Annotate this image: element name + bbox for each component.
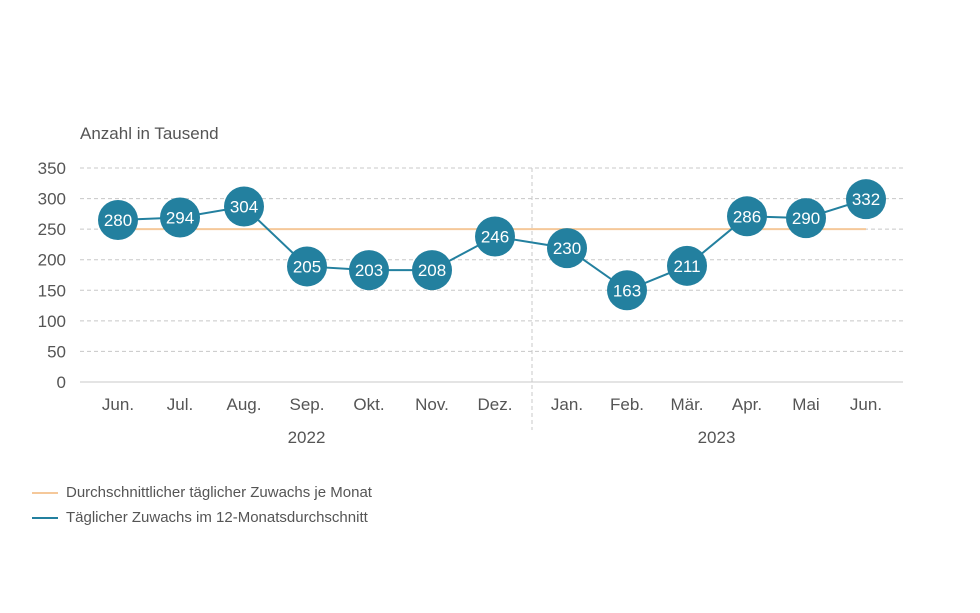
x-tick-label: Nov. [415, 395, 449, 414]
data-label: 230 [553, 239, 581, 258]
data-point [287, 246, 327, 287]
legend-item-average: Durchschnittlicher täglicher Zuwachs je … [32, 484, 372, 501]
data-point [475, 216, 515, 257]
y-tick-label: 350 [38, 159, 66, 178]
data-point [786, 198, 826, 239]
data-point [160, 197, 200, 238]
x-tick-label: Jun. [102, 395, 134, 414]
legend-label-average: Durchschnittlicher täglicher Zuwachs je … [66, 484, 372, 501]
data-label: 163 [613, 281, 641, 300]
legend-label-main: Täglicher Zuwachs im 12-Monatsdurchschni… [66, 509, 368, 526]
legend-swatch-average [32, 491, 58, 494]
x-tick-label: Feb. [610, 395, 644, 414]
data-label: 294 [166, 209, 194, 228]
x-tick-label: Jan. [551, 395, 583, 414]
y-tick-label: 300 [38, 190, 66, 209]
x-tick-label: Sep. [290, 395, 325, 414]
data-point [224, 186, 264, 227]
x-tick-label: Aug. [227, 395, 262, 414]
y-tick-label: 0 [57, 373, 66, 392]
y-axis-label: Anzahl in Tausend [80, 124, 219, 143]
data-point [727, 196, 767, 237]
x-tick-label: Okt. [353, 395, 384, 414]
data-label: 205 [293, 257, 321, 276]
x-tick-label: Mär. [670, 395, 703, 414]
data-point [607, 270, 647, 311]
year-label: 2022 [288, 428, 326, 447]
x-tick-label: Apr. [732, 395, 762, 414]
x-tick-label: Dez. [478, 395, 513, 414]
data-point [98, 199, 138, 240]
legend-swatch-main [32, 516, 58, 519]
data-label: 280 [104, 211, 132, 230]
y-tick-label: 250 [38, 220, 66, 239]
data-label: 203 [355, 261, 383, 280]
y-tick-label: 50 [47, 342, 66, 361]
main-series: 280 294 304 205 203 208 246 230 163 211 286 290 332 [98, 179, 886, 311]
data-label: 208 [418, 261, 446, 280]
data-label: 286 [733, 207, 761, 226]
data-label: 246 [481, 227, 509, 246]
data-label: 332 [852, 190, 880, 209]
legend-item-main: Täglicher Zuwachs im 12-Monatsdurchschni… [32, 509, 368, 526]
x-axis-ticks: Jun. Jul. Aug. Sep. Okt. Nov. Dez. Jan. Feb. Mär.… [102, 395, 882, 447]
x-tick-label: Mai [792, 395, 819, 414]
data-label: 290 [792, 209, 820, 228]
data-point [667, 245, 707, 286]
data-label: 211 [673, 257, 700, 276]
x-tick-label: Jun. [850, 395, 882, 414]
data-point [846, 179, 886, 220]
data-point [412, 250, 452, 291]
data-label: 304 [230, 198, 258, 217]
y-axis-ticks: 0 50 100 150 200 250 300 350 [38, 159, 66, 392]
year-label: 2023 [698, 428, 736, 447]
data-point [547, 228, 587, 269]
data-point [349, 250, 389, 291]
x-tick-label: Jul. [167, 395, 193, 414]
grid-lines [80, 167, 903, 430]
y-tick-label: 150 [38, 281, 66, 300]
y-tick-label: 100 [38, 312, 66, 331]
y-tick-label: 200 [38, 251, 66, 270]
